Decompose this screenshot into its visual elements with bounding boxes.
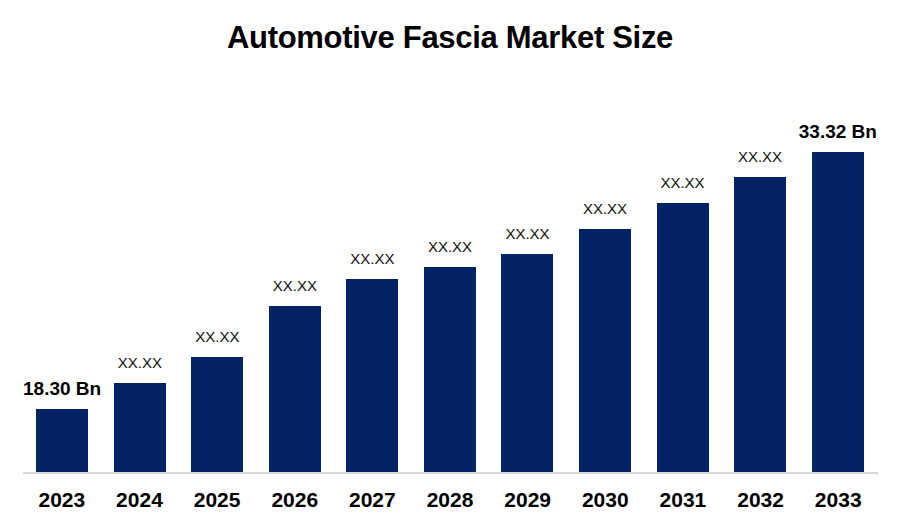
bar-group-2032: XX.XX — [721, 148, 799, 472]
chart-container: Automotive Fascia Market Size 18.30 Bn XX… — [0, 0, 900, 525]
x-axis-label-2025: 2025 — [178, 488, 256, 512]
x-axis-tick-labels: 2023202420252026202720282029203020312032… — [23, 488, 877, 512]
x-axis-label-2026: 2026 — [256, 488, 334, 512]
bar-2028 — [424, 267, 476, 472]
bar-2031 — [657, 203, 709, 472]
bar-value-label-2027: XX.XX — [350, 250, 394, 267]
bar-group-2027: XX.XX — [334, 250, 412, 472]
bar-2026 — [269, 306, 321, 472]
bar-2030 — [579, 229, 631, 472]
bar-group-2026: XX.XX — [256, 277, 334, 472]
bar-group-2029: XX.XX — [489, 225, 567, 472]
x-axis-label-2027: 2027 — [334, 488, 412, 512]
bar-2027 — [346, 279, 398, 472]
bar-group-2031: XX.XX — [644, 174, 722, 472]
bar-value-label-2026: XX.XX — [273, 277, 317, 294]
bar-2023 — [36, 409, 88, 472]
bar-2024 — [114, 383, 166, 472]
bar-group-2024: XX.XX — [101, 354, 179, 472]
chart-title: Automotive Fascia Market Size — [0, 20, 900, 56]
bar-value-label-2029: XX.XX — [505, 225, 549, 242]
bar-group-2030: XX.XX — [566, 200, 644, 472]
bar-group-2025: XX.XX — [179, 328, 257, 472]
x-axis-label-2030: 2030 — [566, 488, 644, 512]
x-axis-label-2028: 2028 — [411, 488, 489, 512]
bar-value-label-2028: XX.XX — [428, 238, 472, 255]
bar-2029 — [501, 254, 553, 472]
bar-value-label-2025: XX.XX — [195, 328, 239, 345]
bar-group-2028: XX.XX — [411, 238, 489, 472]
bar-value-label-2024: XX.XX — [118, 354, 162, 371]
x-axis-label-2024: 2024 — [101, 488, 179, 512]
bar-2032 — [734, 177, 786, 472]
bar-value-label-2032: XX.XX — [738, 148, 782, 165]
bar-group-2033: 33.32 Bn — [799, 121, 877, 472]
x-axis-label-2023: 2023 — [23, 488, 101, 512]
x-axis-label-2031: 2031 — [644, 488, 722, 512]
bar-2033 — [812, 152, 864, 472]
bar-value-label-2023: 18.30 Bn — [23, 378, 101, 399]
x-axis-label-2032: 2032 — [722, 488, 800, 512]
x-axis-label-2033: 2033 — [799, 488, 877, 512]
bar-value-label-2031: XX.XX — [660, 174, 704, 191]
x-axis-line — [23, 472, 878, 474]
bar-value-label-2033: 33.32 Bn — [799, 121, 877, 142]
bar-2025 — [191, 357, 243, 472]
plot-area: 18.30 Bn XX.XX XX.XX XX.XX XX.XX XX.XX XX.XX XX… — [23, 92, 877, 472]
x-axis-label-2029: 2029 — [489, 488, 567, 512]
bar-group-2023: 18.30 Bn — [23, 378, 101, 472]
bar-value-label-2030: XX.XX — [583, 200, 627, 217]
